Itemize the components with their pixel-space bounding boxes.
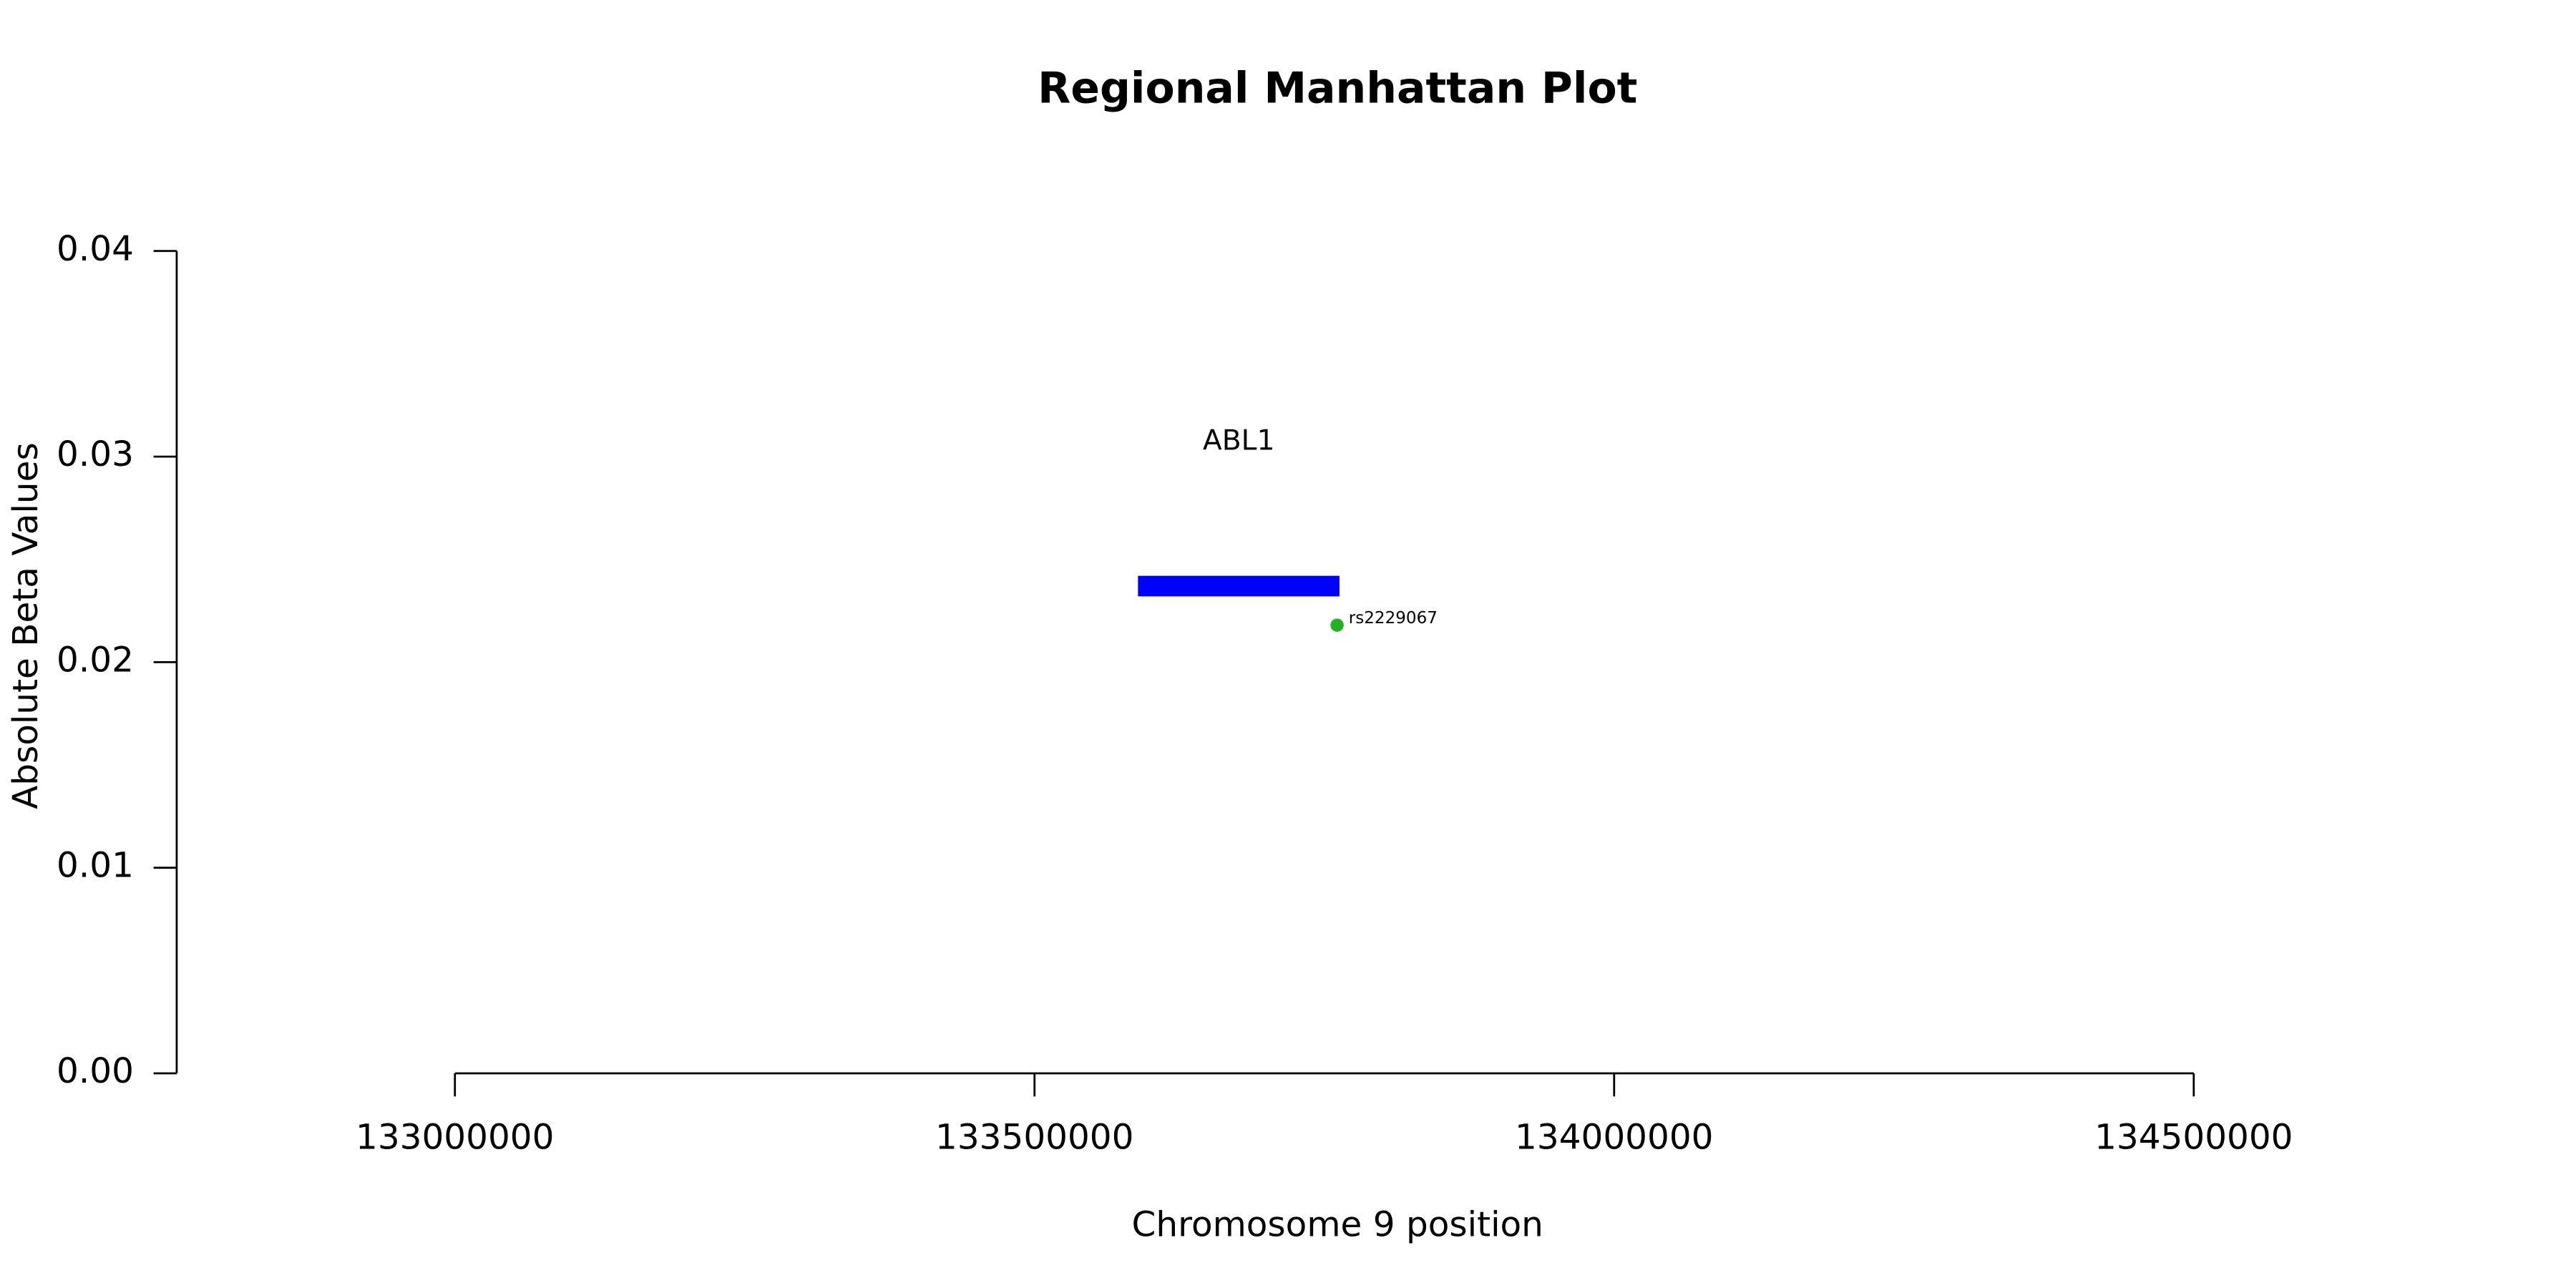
x-tick-label: 133500000 [935,1117,1133,1157]
x-tick-label: 134000000 [1515,1117,1713,1157]
y-tick-label: 0.01 [57,846,134,886]
x-tick-label: 134500000 [2094,1117,2293,1157]
x-tick-label: 133000000 [356,1117,554,1157]
chart-title: Regional Manhattan Plot [1038,64,1637,114]
y-tick-label: 0.04 [57,229,134,269]
gene-label: ABL1 [1203,424,1275,457]
y-axis-label: Absolute Beta Values [6,442,46,809]
snp-label: rs2229067 [1349,609,1438,628]
gene-bar [1138,575,1340,597]
x-axis-label: Chromosome 9 position [1132,1205,1543,1245]
y-tick-label: 0.02 [57,640,134,680]
y-tick-label: 0.00 [57,1051,134,1091]
snp-point [1330,618,1344,632]
y-tick-label: 0.03 [57,434,134,474]
